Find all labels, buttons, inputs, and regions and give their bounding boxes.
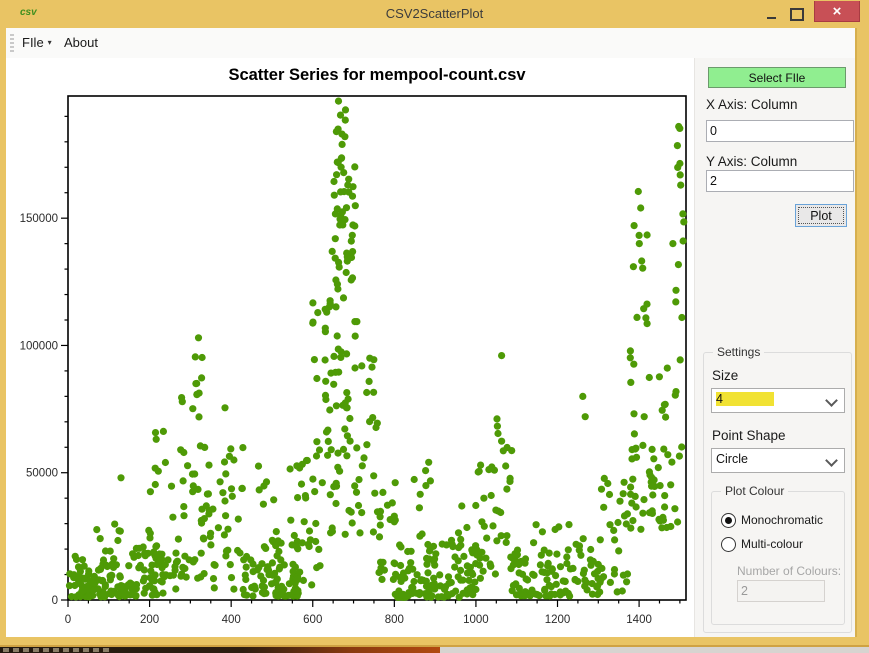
window-border-right <box>855 28 869 637</box>
close-button[interactable]: × <box>814 1 860 22</box>
maximize-icon <box>790 8 804 21</box>
number-of-colours-input[interactable] <box>737 580 825 602</box>
size-label: Size <box>712 368 738 383</box>
radio-unselected-icon <box>721 537 736 552</box>
point-shape-combobox[interactable]: Circle <box>711 448 845 473</box>
chevron-down-icon: ▾ <box>48 38 52 47</box>
maximize-button[interactable] <box>784 0 810 22</box>
svg-text:1200: 1200 <box>545 614 571 626</box>
window-title: CSV2ScatterPlot <box>0 6 869 21</box>
point-shape-label: Point Shape <box>712 428 786 443</box>
svg-text:150000: 150000 <box>20 213 58 225</box>
svg-text:400: 400 <box>222 614 241 626</box>
window-border-left <box>0 28 6 637</box>
svg-text:1000: 1000 <box>463 614 489 626</box>
radio-selected-icon <box>721 513 736 528</box>
point-shape-combobox-value: Circle <box>716 452 748 466</box>
size-combobox-value: 4 <box>716 392 774 406</box>
select-file-button[interactable]: Select FIle <box>708 67 846 88</box>
titlebar[interactable]: csv CSV2ScatterPlot × <box>0 0 869 28</box>
menu-grip-icon <box>10 34 14 52</box>
svg-text:1400: 1400 <box>626 614 652 626</box>
svg-text:200: 200 <box>140 614 159 626</box>
close-icon: × <box>833 3 842 20</box>
window-border-bottom <box>0 637 869 647</box>
scatter-plot: 0 200 400 600 800 1000 1200 1400 0 50000 100000 150… <box>6 58 694 637</box>
background-window-text-remnant <box>3 648 113 652</box>
menu-item-file[interactable]: FIle ▾ <box>16 28 58 58</box>
plot-colour-groupbox: Plot Colour <box>711 491 845 625</box>
background-window-sliver-light <box>440 647 869 653</box>
svg-text:100000: 100000 <box>20 340 58 352</box>
svg-text:800: 800 <box>385 614 404 626</box>
size-combobox[interactable]: 4 <box>711 388 845 413</box>
chevron-down-icon[interactable] <box>825 454 838 467</box>
menubar: FIle ▾ About <box>6 28 855 59</box>
svg-text:0: 0 <box>52 595 58 607</box>
menu-item-about[interactable]: About <box>58 28 104 58</box>
svg-text:50000: 50000 <box>26 468 58 480</box>
number-of-colours-label: Number of Colours: <box>737 564 841 578</box>
settings-groupbox-title: Settings <box>713 345 764 359</box>
plot-button[interactable]: Plot <box>795 204 847 227</box>
plot-colour-groupbox-title: Plot Colour <box>721 484 788 498</box>
minimize-button[interactable] <box>758 0 784 22</box>
y-axis-column-label: Y Axis: Column <box>706 154 797 169</box>
svg-text:0: 0 <box>65 614 71 626</box>
y-axis-column-input[interactable] <box>706 170 854 192</box>
radio-multi-colour-label: Multi-colour <box>741 537 803 551</box>
svg-text:600: 600 <box>303 614 322 626</box>
chevron-down-icon[interactable] <box>825 394 838 407</box>
x-axis-column-label: X Axis: Column <box>706 97 798 112</box>
menu-file-label: FIle <box>22 35 44 50</box>
chart-panel: Scatter Series for mempool-count.csv 020… <box>6 58 694 637</box>
x-axis-column-input[interactable] <box>706 120 854 142</box>
app-window: csv CSV2ScatterPlot × FIle ▾ About Scatte… <box>0 0 869 653</box>
minimize-icon <box>767 17 776 19</box>
menu-about-label: About <box>64 35 98 50</box>
radio-monochromatic-label: Monochromatic <box>741 513 823 527</box>
